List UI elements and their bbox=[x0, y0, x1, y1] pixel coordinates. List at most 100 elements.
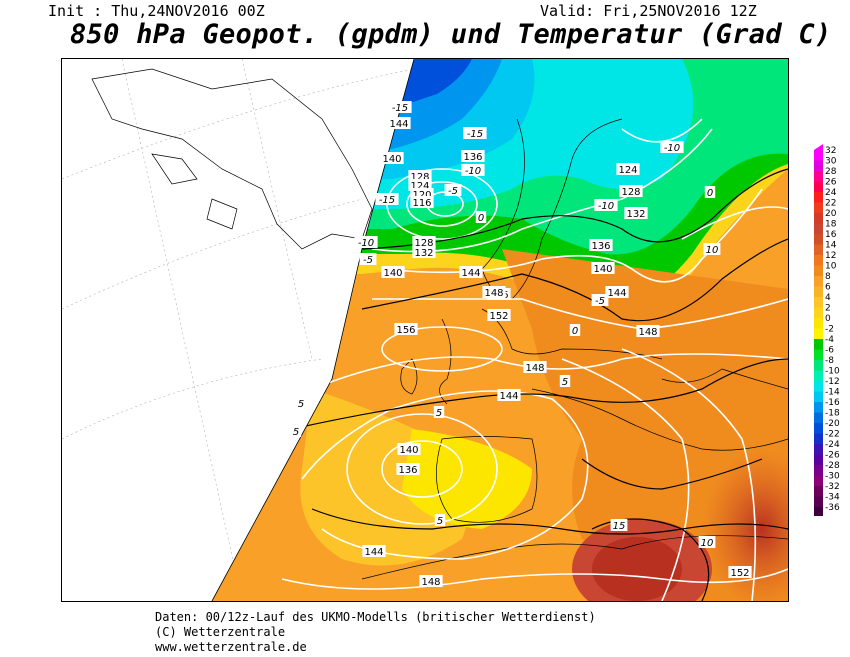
geopotential-label: 128 bbox=[621, 187, 640, 198]
chart-title: 850 hPa Geopot. (gpdm) und Temperatur (G… bbox=[70, 19, 832, 50]
geopotential-label: 144 bbox=[607, 288, 626, 299]
temperature-label-bg bbox=[375, 193, 399, 205]
legend-swatch bbox=[814, 444, 823, 455]
temperature-label-bg bbox=[475, 211, 487, 223]
temperature-label-bg bbox=[354, 236, 378, 248]
legend-swatch bbox=[814, 454, 823, 465]
legend-tick-label: -34 bbox=[825, 493, 840, 503]
geopotential-label: 148 bbox=[525, 363, 544, 374]
temperature-label-bg bbox=[569, 324, 581, 336]
temperature-label: 5 bbox=[437, 516, 443, 527]
legend-tick-label: -24 bbox=[825, 440, 840, 450]
temperature-label: 5 bbox=[293, 427, 299, 438]
geopotential-label: 128 bbox=[414, 238, 433, 249]
legend-swatch bbox=[814, 223, 823, 234]
temperature-label-bg bbox=[463, 127, 487, 139]
geopotential-label-bg bbox=[381, 266, 405, 278]
temperature-label: -10 bbox=[664, 143, 680, 154]
legend-tick-label: 10 bbox=[825, 262, 837, 272]
legend-swatch bbox=[814, 192, 823, 203]
geopotential-label-bg bbox=[619, 185, 643, 197]
geopotential-label: 136 bbox=[398, 465, 417, 476]
legend-swatch bbox=[814, 349, 823, 360]
legend-tick-label: 14 bbox=[825, 241, 837, 251]
geopotential-label: 140 bbox=[399, 445, 418, 456]
temperature-label: -15 bbox=[379, 195, 395, 206]
geopotential-label: 148 bbox=[638, 327, 657, 338]
geopotential-label-bg bbox=[387, 117, 411, 129]
footer-copyright: (C) Wetterzentrale bbox=[155, 625, 286, 639]
temperature-label-bg bbox=[594, 199, 618, 211]
legend-tick-label: 8 bbox=[825, 272, 831, 282]
geopotential-label: 140 bbox=[383, 268, 402, 279]
geopotential-label: 152 bbox=[489, 311, 508, 322]
temperature-label-bg bbox=[434, 514, 446, 526]
legend-swatch bbox=[814, 475, 823, 486]
temperature-label: 0 bbox=[707, 188, 713, 199]
legend-swatch bbox=[814, 150, 823, 161]
legend-swatch bbox=[814, 276, 823, 287]
temperature-label: -5 bbox=[363, 255, 373, 266]
geopotential-label-bg bbox=[589, 239, 613, 251]
geopotential-label-bg bbox=[497, 389, 521, 401]
footer-source: Daten: 00/12z-Lauf des UKMO-Modells (bri… bbox=[155, 610, 596, 624]
temperature-label-bg bbox=[660, 141, 684, 153]
temperature-label-bg bbox=[290, 425, 302, 437]
init-time: Init : Thu,24NOV2016 00Z bbox=[48, 2, 265, 20]
geopotential-label: 132 bbox=[626, 209, 645, 220]
geopotential-label-bg bbox=[624, 207, 648, 219]
geopotential-label: 148 bbox=[421, 577, 440, 588]
geopotential-label: 140 bbox=[593, 264, 612, 275]
legend-swatch bbox=[814, 402, 823, 413]
geopotential-label-bg bbox=[636, 325, 660, 337]
temperature-label-bg bbox=[698, 536, 716, 548]
legend-tick-label: 32 bbox=[825, 146, 836, 156]
geopotential-label-bg bbox=[412, 246, 436, 258]
geopotential-label: 124 bbox=[618, 165, 637, 176]
footer-url[interactable]: www.wetterzentrale.de bbox=[155, 640, 307, 654]
temperature-label: 5 bbox=[562, 377, 568, 388]
temperature-labels: -15 -15 -10 -15 -5 0 -10 -5 -10 -10 0 -5 0 10 5 5 5 5 5 15 1… bbox=[290, 101, 721, 549]
temperature-label-bg bbox=[704, 186, 716, 198]
legend-tick-label: 12 bbox=[825, 251, 836, 261]
legend-swatch bbox=[814, 433, 823, 444]
geopotential-label: 136 bbox=[591, 241, 610, 252]
graticule bbox=[62, 59, 415, 601]
temperature-label: -10 bbox=[598, 201, 614, 212]
legend-tick-label: -6 bbox=[825, 346, 834, 356]
legend-swatch bbox=[814, 423, 823, 434]
legend-tick-label: 30 bbox=[825, 157, 837, 167]
temperature-label-bg bbox=[703, 243, 721, 255]
weather-map: 1441401361281241201161281321401361241281… bbox=[61, 58, 789, 602]
geopotential-label: 144 bbox=[461, 268, 480, 279]
geopotential-label-bg bbox=[397, 443, 421, 455]
legend-swatch bbox=[814, 381, 823, 392]
temperature-label: -15 bbox=[392, 103, 408, 114]
geopotential-label: 128 bbox=[410, 172, 429, 183]
geopotential-label: 132 bbox=[414, 248, 433, 259]
legend-tick-label: -36 bbox=[825, 503, 840, 513]
greenland-outline bbox=[91, 68, 373, 250]
legend-tick-label: 16 bbox=[825, 230, 837, 240]
geopotential-label-bg bbox=[461, 150, 485, 162]
legend-swatch bbox=[814, 328, 823, 339]
geopotential-label-bg bbox=[459, 266, 483, 278]
temperature-label-bg bbox=[359, 253, 377, 265]
legend-tick-label: -14 bbox=[825, 388, 840, 398]
geopotential-label-bg bbox=[362, 545, 386, 557]
legend-swatch bbox=[814, 202, 823, 213]
geopotential-label-bg bbox=[410, 196, 434, 208]
temperature-label: 15 bbox=[613, 521, 626, 532]
legend-tick-label: 18 bbox=[825, 220, 837, 230]
legend-swatch bbox=[814, 496, 823, 507]
legend-tick-label: 4 bbox=[825, 293, 831, 303]
geopotential-label-bg bbox=[419, 575, 443, 587]
temperature-label: 10 bbox=[706, 245, 719, 256]
legend-swatch bbox=[814, 286, 823, 297]
legend-tick-label: 6 bbox=[825, 283, 831, 293]
legend-tick-label: -22 bbox=[825, 430, 840, 440]
geopotential-label-bg bbox=[396, 463, 420, 475]
temperature-label-bg bbox=[610, 519, 628, 531]
geopotential-label-bg bbox=[605, 286, 629, 298]
geopotential-label-bg bbox=[380, 152, 404, 164]
